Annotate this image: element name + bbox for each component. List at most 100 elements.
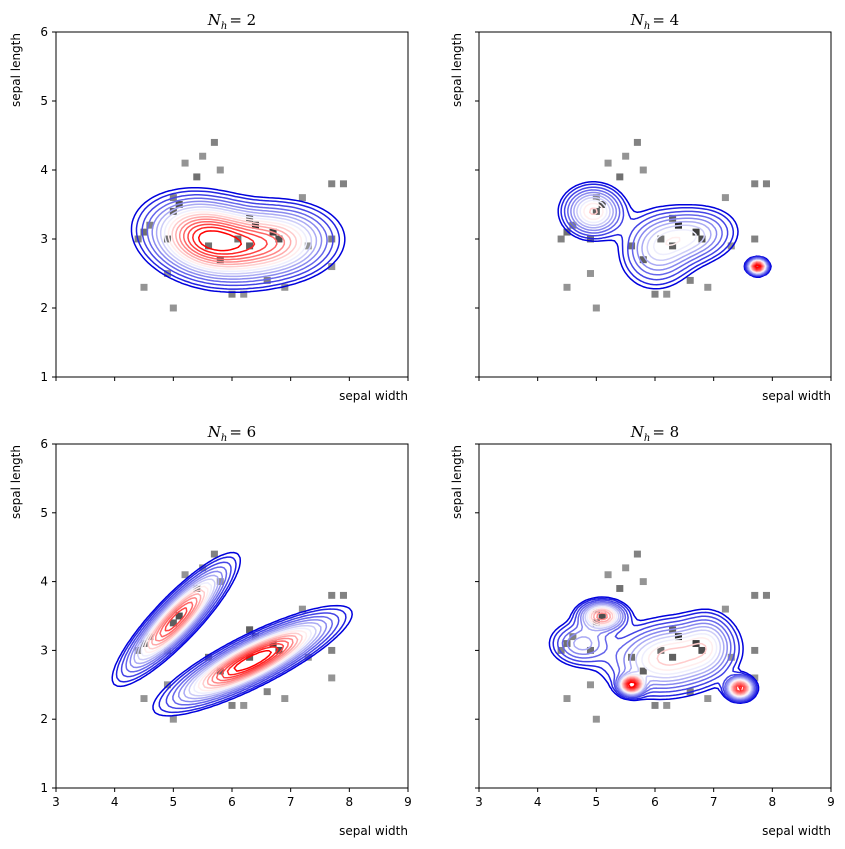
hist-cell xyxy=(569,633,577,641)
hist-cell xyxy=(628,242,636,250)
hist-cell xyxy=(140,228,148,236)
contour-level xyxy=(151,593,299,687)
axes-frame xyxy=(55,443,409,789)
contour-level xyxy=(627,681,636,688)
hist-cell xyxy=(169,715,177,723)
hist-cell xyxy=(240,702,248,709)
axes-frame xyxy=(478,443,832,789)
contour-level xyxy=(561,600,756,701)
contour-level xyxy=(183,220,278,261)
y-tick-label: 4 xyxy=(40,163,48,177)
hist-cell xyxy=(228,290,236,298)
hist-cell xyxy=(328,180,336,188)
x-tick-label: 5 xyxy=(170,795,178,809)
title-value: = 6 xyxy=(229,423,256,441)
hist-cell xyxy=(140,695,148,702)
hist-cell xyxy=(674,633,682,641)
hist-cell xyxy=(281,695,289,702)
x-tick-label: 5 xyxy=(593,795,601,809)
x-axis-label: sepal width xyxy=(762,824,831,838)
x-tick-label: 6 xyxy=(651,795,659,809)
title-subscript: h xyxy=(644,21,650,32)
hist-cell xyxy=(263,276,271,284)
hist-cell xyxy=(639,256,647,264)
x-tick-label: 6 xyxy=(228,795,236,809)
hist-cell xyxy=(669,653,677,661)
hist-cell xyxy=(557,235,565,243)
y-tick-label: 2 xyxy=(40,301,48,315)
hist-cell xyxy=(663,702,671,709)
hist-cell xyxy=(633,138,641,146)
contour-level xyxy=(197,230,243,252)
hist-cell xyxy=(751,646,759,654)
contour-level xyxy=(178,218,286,263)
hist-cell xyxy=(169,619,177,627)
hist-cell xyxy=(246,214,254,222)
subplot-1: 1 2 3 4 5 6 sepal width sepal length Nh = 2 xyxy=(9,11,409,403)
y-axis-label: sepal length xyxy=(450,33,464,107)
hist-cell xyxy=(651,290,659,298)
hist-cell xyxy=(592,304,600,312)
hist-cell xyxy=(616,585,624,592)
y-tick-label: 5 xyxy=(40,94,48,108)
histogram xyxy=(557,138,770,312)
y-tick-label: 6 xyxy=(40,437,48,451)
contour-level xyxy=(556,599,757,703)
hist-cell xyxy=(669,242,677,250)
hist-cell xyxy=(140,283,148,291)
y-tick-label: 5 xyxy=(40,506,48,520)
density-contours xyxy=(130,187,346,294)
hist-cell xyxy=(727,242,735,250)
hist-cell xyxy=(657,235,665,243)
hist-cell xyxy=(281,283,289,291)
contour-level xyxy=(125,566,334,706)
density-contours xyxy=(111,551,353,717)
hist-cell xyxy=(686,276,694,284)
hist-cell xyxy=(181,571,189,579)
contour-level xyxy=(163,208,308,273)
title-subscript: h xyxy=(221,21,227,32)
y-tick-label: 1 xyxy=(40,781,48,795)
contour-level xyxy=(557,181,772,290)
contour-level xyxy=(187,223,268,258)
hist-cell xyxy=(592,715,600,723)
hist-cell xyxy=(181,159,189,167)
contour-level xyxy=(147,589,303,689)
y-axis-label: sepal length xyxy=(9,33,23,107)
y-tick-label: 3 xyxy=(40,232,48,246)
hist-cell xyxy=(205,242,213,250)
x-tick-label: 7 xyxy=(287,795,295,809)
hist-cell xyxy=(275,235,283,243)
hist-cell xyxy=(622,152,630,160)
contour-level xyxy=(226,646,279,676)
hist-cell xyxy=(751,674,759,682)
hist-cell xyxy=(304,242,312,250)
hist-cell xyxy=(169,304,177,312)
x-tick-label: 7 xyxy=(710,795,718,809)
contour-level xyxy=(135,190,341,290)
contour-level xyxy=(590,608,750,696)
subplot-4: 3 4 5 6 7 8 9 sepal width sepal length Nh = 8 xyxy=(450,423,835,838)
hist-cell xyxy=(146,221,154,229)
x-axis-label: sepal width xyxy=(339,389,408,403)
hist-cell xyxy=(639,667,647,675)
hist-cell xyxy=(169,207,177,215)
hist-cell xyxy=(721,605,729,613)
density-contours xyxy=(548,596,760,704)
hist-cell xyxy=(751,235,759,243)
contour-level xyxy=(141,194,334,287)
contour-level xyxy=(120,561,340,710)
contour-level xyxy=(159,206,313,275)
contour-level xyxy=(566,602,755,700)
title-symbol: N xyxy=(207,11,222,29)
hist-cell xyxy=(762,180,770,188)
contour-level xyxy=(144,585,308,692)
hist-cell xyxy=(146,633,154,641)
hist-cell xyxy=(216,166,224,174)
y-tick-label: 6 xyxy=(40,25,48,39)
axes-frame xyxy=(55,31,409,378)
y-axis-label: sepal length xyxy=(9,445,23,519)
hist-cell xyxy=(598,201,606,208)
hist-cell xyxy=(246,242,254,250)
